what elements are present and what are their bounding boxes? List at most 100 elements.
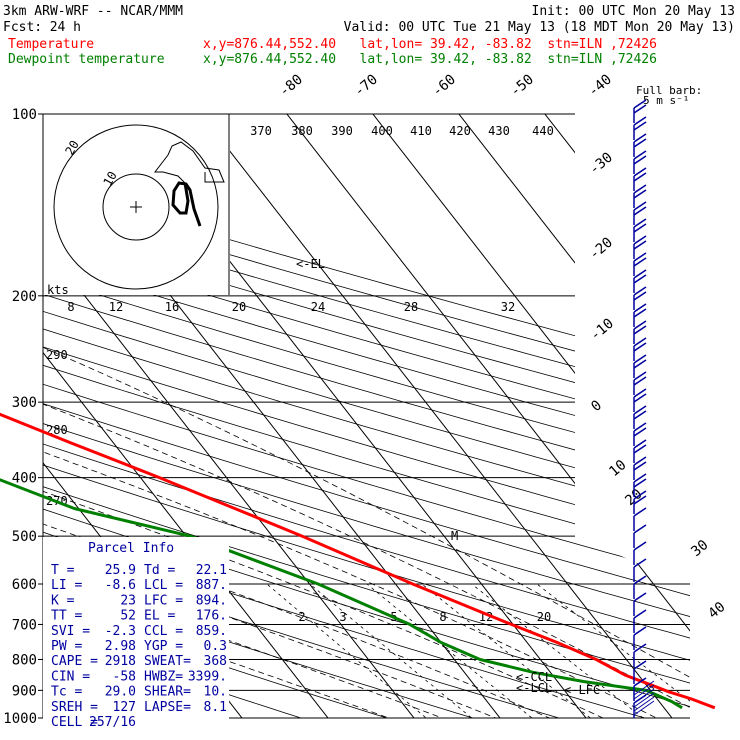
wind-barb-flag — [633, 303, 647, 313]
dry-adiabat — [43, 114, 690, 718]
wind-barb — [633, 320, 647, 344]
wind-barb — [633, 303, 647, 327]
dry-adiabat — [43, 114, 690, 718]
wind-barb-flag — [633, 218, 647, 228]
wind-barb-flag — [633, 269, 647, 279]
parcel-value: 887. — [196, 578, 227, 593]
wind-barb — [633, 643, 647, 667]
parcel-value: 22.1 — [196, 563, 227, 578]
parcel-info-background — [43, 537, 229, 729]
parcel-value: 3399. — [188, 669, 227, 684]
wind-barb-flag — [633, 359, 647, 369]
moist-adiabat — [43, 295, 579, 718]
wind-barb-flag — [633, 320, 647, 330]
temperature-profile — [0, 412, 716, 710]
mixing-ratio-line — [266, 583, 442, 718]
pressure-label: 100 — [12, 107, 37, 123]
parcel-label: TT = — [51, 609, 82, 624]
parcel-label: CAPE = — [51, 654, 98, 669]
wind-barb-flag — [633, 371, 647, 381]
wind-barb-flag — [633, 376, 647, 386]
wind-barb-flag — [633, 456, 647, 466]
theta-left-label: 290 — [46, 348, 68, 362]
parcel-info-title: Parcel Info — [88, 541, 174, 556]
wind-barb-flag — [633, 337, 647, 347]
parcel-value: 25.9 — [105, 563, 136, 578]
parcel-value: 2.98 — [105, 639, 136, 654]
pressure-label: 900 — [12, 683, 37, 699]
wind-barb-lower — [633, 680, 655, 696]
parcel-label: SVI = — [51, 624, 90, 639]
wind-barb-flag — [633, 660, 647, 670]
parcel-value: 10. — [204, 685, 227, 700]
wind-barb-flag — [633, 490, 647, 500]
parcel-label: SREH = — [51, 700, 98, 715]
pressure-label: 800 — [12, 652, 37, 668]
parcel-value: 29.0 — [105, 685, 136, 700]
wind-barb-flag — [633, 121, 647, 131]
hodograph-speed-label: 28 — [404, 300, 418, 314]
parcel-label: SWEAT= — [144, 654, 191, 669]
hodograph-speed-label: 8 — [67, 300, 74, 314]
dry-adiabat — [43, 114, 690, 718]
dewpoint-profile — [0, 478, 683, 710]
wind-barb-lower — [633, 688, 655, 704]
wind-barb-flag — [633, 342, 647, 352]
wind-barb — [633, 473, 647, 497]
parcel-info-panel: Parcel Info T = 25.9 Td = 22.1 LI = -8.6 LCL =… — [43, 537, 229, 730]
wind-barb — [633, 558, 647, 582]
mixing-ratio-line — [366, 583, 549, 718]
parcel-value: 368 — [204, 654, 227, 669]
hodograph-speed-label: 12 — [109, 300, 123, 314]
hodograph: 10 20 kts — [43, 114, 230, 297]
wind-barb-flag — [633, 388, 647, 398]
parcel-label: T = — [51, 563, 75, 578]
wind-barb-flag — [633, 677, 647, 687]
wind-barb-flag — [633, 558, 647, 568]
wind-barb — [633, 456, 647, 480]
wind-barb-flag — [633, 167, 647, 177]
parcel-value: -8.6 — [105, 578, 136, 593]
wind-barb — [633, 167, 647, 191]
dry-adiabat — [43, 114, 690, 718]
pressure-label: 400 — [12, 471, 37, 487]
wind-barb-flag — [633, 257, 647, 267]
wind-barb — [633, 524, 647, 548]
wind-barb-flag — [633, 184, 647, 194]
wind-barb-flag — [633, 439, 647, 449]
valid-time: Valid: 00 UTC Tue 21 May 13 (18 MDT Mon … — [344, 20, 735, 35]
wind-barb — [633, 201, 647, 225]
wind-barb — [633, 439, 647, 463]
parcel-value: 23 — [120, 593, 136, 608]
dry-adiabat — [43, 114, 690, 718]
hodograph-speed-label: 24 — [311, 300, 325, 314]
wind-barb — [633, 235, 647, 259]
hodograph-speed-label: 20 — [232, 300, 246, 314]
pressure-label: 700 — [12, 617, 37, 633]
wind-barb-flag — [633, 325, 647, 335]
parcel-label: K = — [51, 593, 75, 608]
mixing-ratio-label: 3 — [339, 610, 346, 624]
mixing-ratio-label: 20 — [537, 610, 551, 624]
wind-barb — [633, 422, 647, 446]
dry-adiabat — [43, 114, 690, 718]
wind-barb-flag — [633, 422, 647, 432]
wind-barb-lower — [633, 684, 655, 700]
dry-adiabat — [43, 114, 690, 718]
isotherm-30 — [240, 114, 690, 718]
parcel-label: CCL = — [144, 624, 183, 639]
parcel-value: 894. — [196, 593, 227, 608]
dry-adiabat — [43, 114, 690, 718]
wind-barb-flag — [633, 575, 647, 585]
dry-adiabat — [43, 114, 690, 718]
wind-barb-flag — [633, 133, 647, 143]
wind-barb-flag — [633, 393, 647, 403]
hodograph-ring-20 — [53, 124, 219, 290]
m-marker: M — [451, 529, 458, 543]
wind-barb — [633, 592, 647, 616]
moist-adiabat — [43, 295, 690, 718]
parcel-value: 52 — [120, 609, 136, 624]
wind-barb-flag — [633, 405, 647, 415]
wind-barb — [633, 252, 647, 276]
wind-barb-flag — [633, 495, 647, 505]
